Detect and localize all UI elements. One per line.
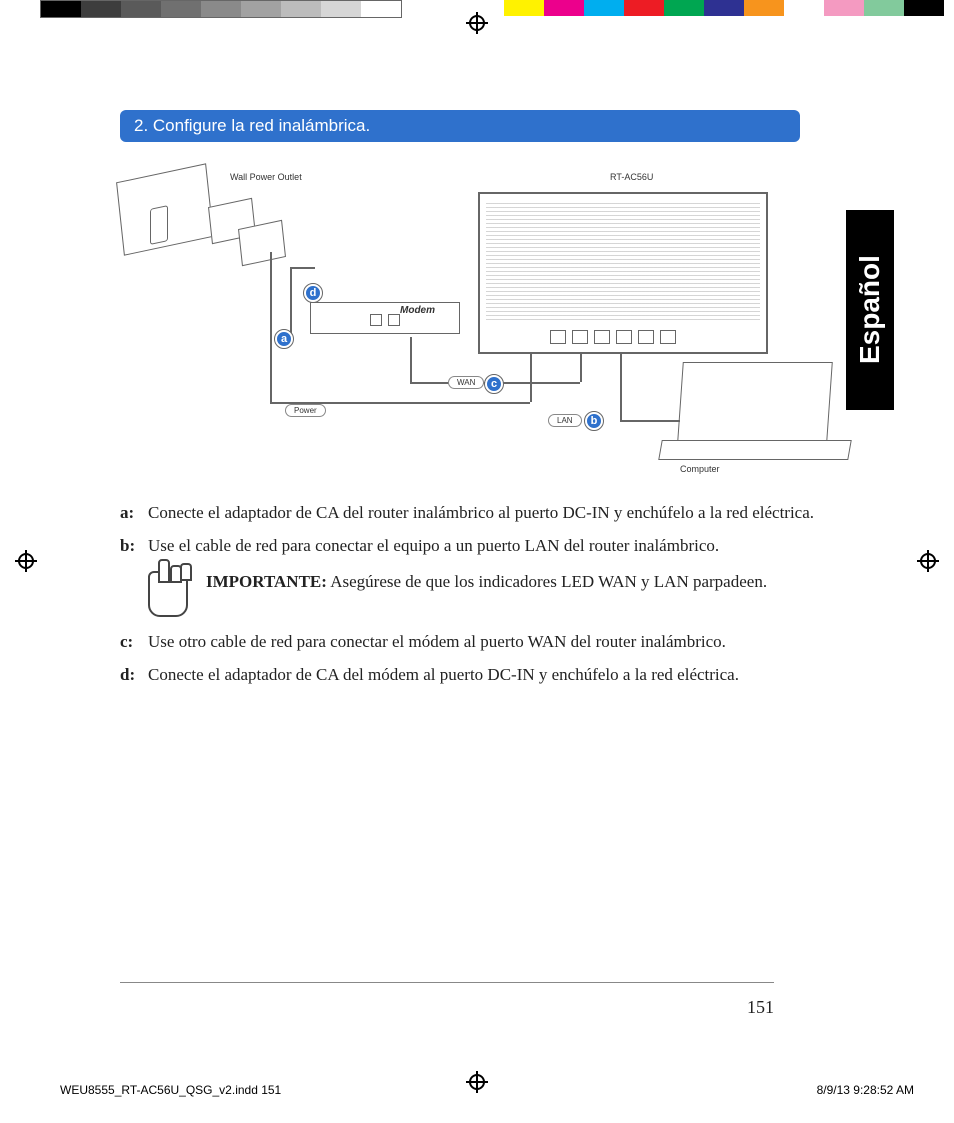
step-b: b: Use el cable de red para conectar el … <box>120 535 834 556</box>
computer-label: Computer <box>680 464 720 474</box>
step-a: a: Conecte el adaptador de CA del router… <box>120 502 834 523</box>
router-model-label: RT-AC56U <box>610 172 653 182</box>
footer-filename: WEU8555_RT-AC56U_QSG_v2.indd 151 <box>60 1083 281 1097</box>
wall-outlet-label: Wall Power Outlet <box>230 172 302 182</box>
step-label: a: <box>120 502 148 523</box>
grayscale-swatches <box>40 0 402 18</box>
registration-mark-icon <box>466 12 488 34</box>
page-rule <box>120 982 774 983</box>
step-label: b: <box>120 535 148 556</box>
page-number: 151 <box>747 997 774 1018</box>
bubble-c: c <box>485 375 503 393</box>
color-swatches <box>504 0 944 16</box>
modem-label: Modem <box>400 305 435 316</box>
step-label: d: <box>120 664 148 685</box>
important-body: Asegúrese de que los indicadores LED WAN… <box>327 572 767 591</box>
step-d: d: Conecte el adaptador de CA del módem … <box>120 664 834 685</box>
step-text: Use otro cable de red para conectar el m… <box>148 631 726 652</box>
bubble-b: b <box>585 412 603 430</box>
page-content: 2. Configure la red inalámbrica. Español… <box>60 60 894 1073</box>
step-label: c: <box>120 631 148 652</box>
step-text: Use el cable de red para conectar el equ… <box>148 535 719 556</box>
section-heading: 2. Configure la red inalámbrica. <box>120 110 800 142</box>
bubble-a: a <box>275 330 293 348</box>
registration-mark-icon <box>917 550 939 572</box>
step-text: Conecte el adaptador de CA del módem al … <box>148 664 739 685</box>
registration-mark-icon <box>15 550 37 572</box>
step-c: c: Use otro cable de red para conectar e… <box>120 631 834 652</box>
lan-pill: LAN <box>548 414 582 427</box>
footer-timestamp: 8/9/13 9:28:52 AM <box>817 1083 914 1097</box>
power-pill: Power <box>285 404 326 417</box>
hand-stop-icon <box>148 571 188 617</box>
bubble-d: d <box>304 284 322 302</box>
wiring-diagram: Wall Power Outlet RT-AC56U Modem Compute… <box>120 172 834 472</box>
prepress-footer: WEU8555_RT-AC56U_QSG_v2.indd 151 8/9/13 … <box>60 1083 914 1097</box>
language-tab: Español <box>846 210 894 410</box>
instruction-list: a: Conecte el adaptador de CA del router… <box>120 502 834 685</box>
important-text: IMPORTANTE: Asegúrese de que los indicad… <box>206 571 767 592</box>
important-note: IMPORTANTE: Asegúrese de que los indicad… <box>148 571 834 617</box>
wan-pill: WAN <box>448 376 484 389</box>
important-label: IMPORTANTE: <box>206 572 327 591</box>
step-text: Conecte el adaptador de CA del router in… <box>148 502 814 523</box>
